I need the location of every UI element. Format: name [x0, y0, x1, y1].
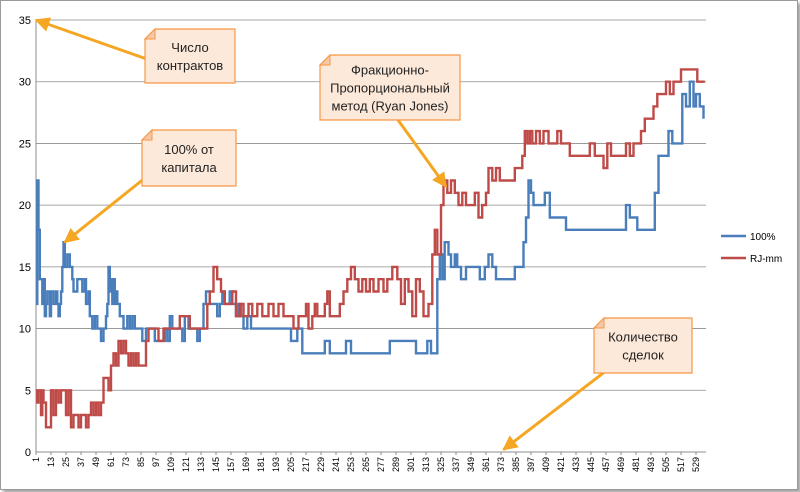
- x-tick-label: 289: [391, 457, 401, 472]
- note-line: метод (Ryan Jones): [332, 99, 449, 114]
- x-tick-label: 157: [226, 457, 236, 472]
- note-line: капитала: [161, 160, 217, 175]
- x-tick-label: 493: [646, 457, 656, 472]
- x-tick-label: 409: [541, 457, 551, 472]
- x-tick-label: 145: [211, 457, 221, 472]
- x-tick-label: 421: [556, 457, 566, 472]
- x-tick-label: 25: [61, 457, 71, 467]
- y-tick-label: 15: [19, 262, 31, 274]
- annotation-arrow: [63, 168, 156, 244]
- annotations: Число контрактов 100% от капитала Фракционно…: [34, 17, 693, 451]
- annotation-trades: Количество сделок: [502, 316, 693, 451]
- x-tick-label: 265: [361, 457, 371, 472]
- x-tick-label: 205: [286, 457, 296, 472]
- x-tick-label: 169: [241, 457, 251, 472]
- x-tick-label: 313: [421, 457, 431, 472]
- y-tick-label: 35: [19, 15, 31, 27]
- x-tick-label: 277: [376, 457, 386, 472]
- x-tick-label: 481: [631, 457, 641, 472]
- x-tick-label: 361: [481, 457, 491, 472]
- x-tick-label: 1: [31, 457, 41, 462]
- note-fold: [318, 53, 331, 66]
- x-tick-label: 193: [271, 457, 281, 472]
- annotation-rj: Фракционно- Пропорциональный метод (Ryan J…: [318, 53, 461, 188]
- x-tick-label: 229: [316, 457, 326, 472]
- x-tick-label: 181: [256, 457, 266, 472]
- x-tick-label: 109: [166, 457, 176, 472]
- y-tick-label: 5: [25, 385, 31, 397]
- legend-label: RJ-mm: [750, 254, 782, 265]
- note-fold: [143, 27, 156, 40]
- y-tick-label: 10: [19, 324, 31, 336]
- annotation-arrow: [396, 119, 448, 188]
- x-tick-label: 85: [136, 457, 146, 467]
- x-tick-label: 241: [331, 457, 341, 472]
- x-tick-label: 349: [466, 457, 476, 472]
- x-tick-label: 97: [151, 457, 161, 467]
- x-tick-label: 49: [91, 457, 101, 467]
- x-tick-label: 445: [586, 457, 596, 472]
- x-tick-label: 337: [451, 457, 461, 472]
- x-tick-label: 517: [676, 457, 686, 472]
- y-tick-label: 25: [19, 138, 31, 150]
- x-tick-label: 373: [496, 457, 506, 472]
- x-tick-label: 73: [121, 457, 131, 467]
- annotation-contracts: Число контрактов: [34, 17, 236, 84]
- note-line: сделок: [622, 348, 664, 363]
- note-line: Число: [171, 40, 208, 55]
- annotation-arrow: [34, 17, 159, 65]
- x-tick-label: 217: [301, 457, 311, 472]
- x-tick-label: 301: [406, 457, 416, 472]
- x-tick-label: 385: [511, 457, 521, 472]
- note-box: [593, 317, 693, 374]
- x-tick-label: 325: [436, 457, 446, 472]
- x-tick-label: 529: [691, 457, 701, 472]
- note-line: 100% от: [164, 142, 214, 157]
- note-box: [144, 28, 236, 84]
- x-tick-label: 13: [46, 457, 56, 467]
- note-box: [141, 129, 237, 187]
- x-tick-label: 61: [106, 457, 116, 467]
- series-line-full-capital: [36, 80, 705, 355]
- y-tick-label: 30: [19, 77, 31, 89]
- annotation-capital: 100% от капитала: [63, 128, 237, 244]
- note-line: Фракционно-: [351, 63, 429, 78]
- note-line: контрактов: [157, 58, 224, 73]
- annotation-arrow: [502, 362, 616, 451]
- x-tick-label: 433: [571, 457, 581, 472]
- y-tick-label: 0: [25, 447, 31, 459]
- legend: 100% RJ-mm: [721, 232, 782, 265]
- legend-label: 100%: [750, 232, 776, 243]
- note-line: Количество: [608, 330, 678, 345]
- x-tick-label: 133: [196, 457, 206, 472]
- x-tick-label: 37: [76, 457, 86, 467]
- y-tick-label: 20: [19, 200, 31, 212]
- note-fold: [592, 316, 605, 329]
- x-tick-label: 397: [526, 457, 536, 472]
- x-tick-label: 505: [661, 457, 671, 472]
- series-lines: [36, 68, 705, 429]
- x-tick-label: 469: [616, 457, 626, 472]
- note-line: Пропорциональный: [330, 81, 450, 96]
- axes: 0 5 10 15 20 25 30 35 1 13 25 37 49 61 73 85 97 109 121 133…: [19, 15, 706, 472]
- x-tick-label: 457: [601, 457, 611, 472]
- series-line-rj-mm: [36, 68, 705, 429]
- x-tick-label: 121: [181, 457, 191, 472]
- note-fold: [140, 128, 153, 141]
- x-tick-label: 253: [346, 457, 356, 472]
